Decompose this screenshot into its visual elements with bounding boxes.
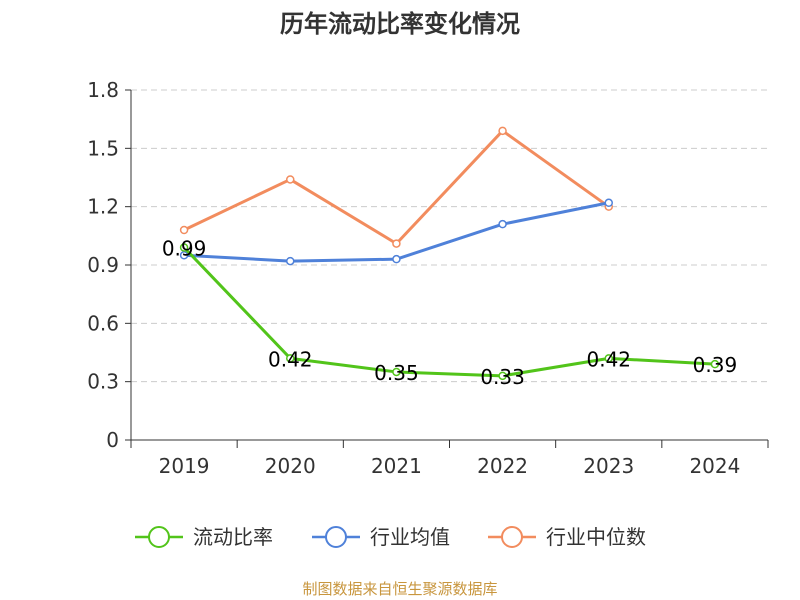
x-tick-label: 2023 bbox=[583, 454, 634, 478]
series-line-1 bbox=[184, 201, 610, 263]
series-line-2 bbox=[183, 129, 610, 246]
legend-label: 行业均值 bbox=[370, 525, 450, 549]
legend[interactable]: 流动比率 行业均值 行业中位数 bbox=[135, 525, 646, 549]
y-tick-label: 0 bbox=[106, 428, 119, 452]
data-point bbox=[498, 126, 507, 136]
y-tick-label: 0.6 bbox=[87, 311, 119, 335]
x-tick-label: 2020 bbox=[265, 454, 316, 478]
axes: 0 0.3 0.6 0.9 1.2 1.5 1.8 2019 2020 2021 2022 2023 2… bbox=[87, 78, 769, 478]
source-note: 制图数据来自恒生聚源数据库 bbox=[302, 580, 497, 598]
y-tick-label: 1.2 bbox=[87, 195, 119, 219]
x-tick-label: 2024 bbox=[689, 454, 740, 478]
data-point bbox=[179, 225, 189, 235]
data-label: 0.39 bbox=[693, 353, 738, 377]
data-point bbox=[498, 371, 507, 381]
data-point bbox=[392, 367, 401, 377]
data-point bbox=[498, 219, 507, 229]
x-tick-label: 2021 bbox=[371, 454, 422, 478]
data-point bbox=[286, 256, 295, 266]
data-label: 0.99 bbox=[162, 237, 207, 261]
x-tick-label: 2022 bbox=[477, 454, 528, 478]
data-point bbox=[286, 354, 295, 363]
data-point bbox=[392, 254, 401, 264]
data-labels: 0.99 0.42 0.35 0.33 0.42 0.39 bbox=[162, 237, 737, 389]
legend-marker bbox=[325, 526, 347, 548]
data-point bbox=[710, 359, 720, 369]
data-point bbox=[604, 198, 613, 208]
y-tick-label: 1.5 bbox=[87, 136, 119, 160]
legend-marker bbox=[148, 526, 170, 548]
series-lines bbox=[179, 126, 720, 381]
data-point bbox=[179, 251, 189, 260]
y-tick-label: 0.9 bbox=[87, 253, 119, 277]
data-label: 0.42 bbox=[268, 347, 313, 371]
legend-item[interactable]: 行业中位数 bbox=[488, 525, 646, 549]
data-point bbox=[392, 239, 401, 248]
data-point bbox=[286, 175, 295, 184]
data-point bbox=[179, 243, 189, 252]
data-label: 0.42 bbox=[586, 347, 631, 371]
grid-lines bbox=[131, 89, 768, 383]
data-point bbox=[604, 354, 613, 363]
y-tick-label: 0.3 bbox=[87, 370, 119, 394]
x-tick-label: 2019 bbox=[159, 454, 210, 478]
data-label: 0.35 bbox=[374, 361, 419, 385]
legend-item[interactable]: 流动比率 bbox=[135, 525, 273, 549]
legend-marker bbox=[501, 526, 523, 548]
series-line-0 bbox=[183, 246, 715, 378]
y-tick-label: 1.8 bbox=[87, 78, 119, 102]
legend-item[interactable]: 行业均值 bbox=[312, 525, 450, 549]
chart-title: 历年流动比率变化情况 bbox=[280, 10, 520, 38]
legend-label: 流动比率 bbox=[193, 525, 273, 549]
data-label: 0.33 bbox=[480, 365, 525, 389]
legend-label: 行业中位数 bbox=[546, 525, 646, 549]
